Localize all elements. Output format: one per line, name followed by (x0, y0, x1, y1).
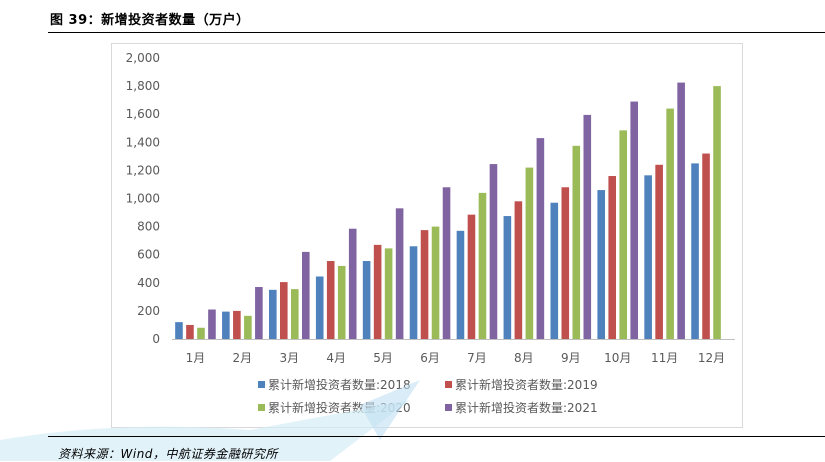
bar (395, 208, 404, 339)
x-tick-label: 6月 (420, 351, 440, 365)
bar (478, 192, 487, 339)
y-tick-label: 1,800 (126, 79, 160, 93)
bar (301, 251, 310, 339)
bar (233, 310, 241, 339)
bar (561, 187, 570, 339)
y-tick-label: 200 (137, 304, 160, 318)
bar (713, 86, 721, 339)
bar (655, 164, 663, 339)
y-tick-label: 600 (137, 248, 160, 262)
bar (326, 261, 335, 339)
bar (244, 315, 252, 339)
y-tick-label: 400 (137, 276, 160, 290)
bar (362, 261, 371, 339)
x-tick-label: 1月 (186, 351, 206, 365)
y-tick-label: 0 (152, 332, 160, 346)
x-tick-label: 4月 (326, 351, 346, 365)
y-tick-label: 1,000 (126, 192, 160, 206)
y-tick-label: 1,200 (126, 163, 160, 177)
bar (348, 228, 357, 339)
y-tick-label: 800 (137, 220, 160, 234)
bar (666, 108, 674, 339)
legend-label: 累计新增投资者数量:2021 (455, 400, 598, 415)
bar (525, 167, 534, 339)
bar (208, 309, 216, 339)
x-tick-label: 12月 (698, 351, 725, 365)
bar (175, 322, 183, 339)
legend-swatch (445, 381, 452, 388)
bar (255, 287, 263, 339)
bar (442, 187, 451, 339)
bar (630, 101, 639, 339)
bar (409, 246, 418, 339)
bar (644, 175, 652, 339)
bar (337, 265, 346, 339)
x-tick-label: 3月 (279, 351, 299, 365)
bar (702, 153, 710, 339)
bar (583, 114, 592, 340)
bar (197, 327, 205, 339)
x-tick-label: 9月 (561, 351, 581, 365)
bar (431, 226, 440, 339)
bottom-rule (48, 436, 825, 437)
bar (279, 282, 288, 339)
y-tick-label: 1,400 (126, 135, 160, 149)
legend-swatch (258, 404, 265, 411)
bar (550, 202, 559, 339)
x-tick-label: 8月 (514, 351, 534, 365)
x-tick-label: 5月 (373, 351, 393, 365)
figure-title: 图 39：新增投资者数量（万户） (50, 13, 250, 28)
bar (536, 138, 545, 339)
legend-label: 累计新增投资者数量:2018 (268, 377, 411, 392)
bar (222, 311, 230, 339)
x-tick-label: 2月 (233, 351, 253, 365)
y-tick-label: 2,000 (126, 51, 160, 65)
x-tick-label: 10月 (604, 351, 631, 365)
bar (384, 248, 393, 339)
y-tick-label: 1,600 (126, 107, 160, 121)
x-tick-label: 7月 (467, 351, 487, 365)
bar (489, 164, 498, 339)
legend-swatch (445, 404, 452, 411)
chart-frame (111, 43, 743, 428)
bar (373, 244, 382, 339)
bar (619, 130, 628, 339)
bar (691, 163, 699, 340)
bar (608, 176, 617, 339)
decorative-swoosh (0, 380, 420, 461)
bar (456, 230, 465, 339)
bar (597, 190, 606, 339)
bar (420, 230, 429, 339)
bar (514, 201, 523, 339)
legend-swatch (258, 381, 265, 388)
bar (572, 145, 581, 339)
bar (186, 324, 194, 339)
legend-label: 累计新增投资者数量:2019 (455, 377, 598, 392)
bar (315, 276, 324, 339)
x-tick-label: 11月 (651, 351, 678, 365)
top-rule (48, 32, 825, 33)
bar (268, 289, 277, 339)
bar (467, 214, 476, 339)
source-note: 资料来源：Wind，中航证券金融研究所 (58, 447, 278, 461)
bar (503, 216, 512, 339)
bar (677, 82, 685, 339)
bar (290, 289, 299, 339)
